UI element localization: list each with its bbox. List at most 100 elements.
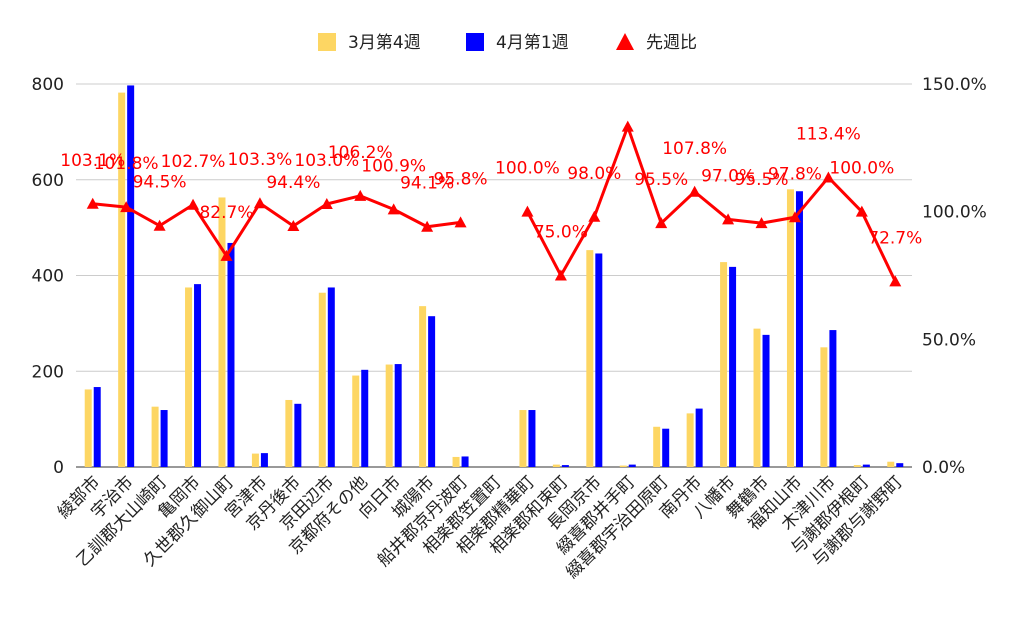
data-label: 94.5% bbox=[133, 173, 187, 193]
y-left-tick-label: 200 bbox=[32, 362, 64, 382]
bar-series-1 bbox=[118, 92, 126, 468]
bar-series-2 bbox=[394, 364, 402, 467]
line-marker-triangle bbox=[822, 171, 835, 183]
y-left-tick-label: 0 bbox=[53, 458, 64, 478]
line-marker-triangle bbox=[889, 275, 902, 287]
line-marker-triangle bbox=[187, 198, 200, 210]
bar-series-2 bbox=[862, 464, 870, 467]
line-marker-triangle bbox=[655, 217, 668, 229]
bar-series-1 bbox=[285, 399, 293, 467]
bar-series-1 bbox=[786, 189, 794, 467]
data-label: 72.7% bbox=[868, 228, 922, 248]
data-label: 106.2% bbox=[328, 143, 393, 163]
bar-series-2 bbox=[428, 316, 436, 467]
bar-series-2 bbox=[762, 334, 770, 467]
bar-series-1 bbox=[720, 262, 728, 467]
bar-series-2 bbox=[628, 464, 636, 467]
legend-label: 先週比 bbox=[646, 33, 697, 53]
bar-series-1 bbox=[251, 453, 259, 467]
bar-series-2 bbox=[795, 191, 803, 468]
bar-series-1 bbox=[385, 364, 393, 467]
bar-series-1 bbox=[84, 389, 92, 467]
bar-series-2 bbox=[595, 253, 603, 467]
line-marker-triangle bbox=[788, 211, 801, 223]
legend-marker-triangle bbox=[616, 33, 634, 50]
bar-series-2 bbox=[829, 330, 837, 467]
line-marker-triangle bbox=[722, 213, 735, 225]
bar-series-1 bbox=[887, 461, 895, 467]
data-label: 98.0% bbox=[567, 164, 621, 184]
line-marker-triangle bbox=[521, 205, 534, 217]
bar-series-2 bbox=[662, 428, 670, 467]
line-marker-triangle bbox=[454, 216, 467, 228]
legend-label: 3月第4週 bbox=[348, 33, 421, 53]
line-marker-triangle bbox=[421, 220, 434, 232]
bar-series-1 bbox=[686, 413, 694, 467]
bar-series-1 bbox=[853, 465, 861, 467]
legend-swatch bbox=[318, 33, 336, 51]
bar-series-2 bbox=[127, 85, 135, 467]
bar-series-1 bbox=[552, 464, 560, 467]
data-label: 97.0% bbox=[701, 166, 755, 186]
line-marker-triangle bbox=[387, 203, 400, 215]
bar-series-2 bbox=[327, 287, 335, 467]
bar-series-1 bbox=[318, 292, 326, 467]
data-label: 94.1% bbox=[400, 174, 454, 194]
data-label: 107.8% bbox=[662, 139, 727, 159]
bar-series-2 bbox=[729, 266, 737, 467]
line-marker-triangle bbox=[320, 198, 333, 210]
line-marker-triangle bbox=[153, 219, 166, 231]
data-label: 103.0% bbox=[294, 151, 359, 171]
bar-series-2 bbox=[227, 242, 235, 467]
data-label: 102.7% bbox=[161, 152, 226, 172]
line-marker-triangle bbox=[220, 249, 233, 261]
bar-series-2 bbox=[695, 408, 703, 467]
bar-series-2 bbox=[260, 453, 268, 467]
bar-series-2 bbox=[561, 465, 569, 467]
data-label: 94.4% bbox=[266, 173, 320, 193]
y-right-tick-label: 150.0% bbox=[922, 75, 987, 95]
y-right-tick-label: 50.0% bbox=[922, 330, 976, 350]
y-left-tick-label: 800 bbox=[32, 75, 64, 95]
bar-series-2 bbox=[93, 387, 101, 467]
data-label: 95.8% bbox=[434, 169, 488, 189]
bar-series-1 bbox=[519, 410, 527, 467]
data-label: 113.4% bbox=[796, 124, 861, 144]
data-label: 95.5% bbox=[634, 170, 688, 190]
line-marker-triangle bbox=[287, 219, 300, 231]
bar-series-1 bbox=[586, 250, 594, 467]
bar-series-2 bbox=[160, 410, 168, 467]
data-label: 103.1% bbox=[60, 151, 125, 171]
line-marker-triangle bbox=[688, 185, 701, 197]
data-label: 100.9% bbox=[361, 156, 426, 176]
line-marker-triangle bbox=[621, 120, 634, 132]
bar-series-1 bbox=[352, 375, 360, 467]
bar-series-1 bbox=[820, 347, 828, 467]
y-right-tick-label: 100.0% bbox=[922, 203, 987, 223]
line-marker-triangle bbox=[86, 197, 99, 209]
line-marker-triangle bbox=[755, 217, 768, 229]
y-right-tick-label: 0.0% bbox=[922, 458, 965, 478]
bar-series-2 bbox=[528, 410, 536, 467]
data-label: 100.0% bbox=[495, 159, 560, 179]
line-series-segment bbox=[526, 125, 897, 283]
bar-series-1 bbox=[419, 306, 427, 467]
legend-swatch bbox=[466, 33, 484, 51]
data-label: 103.3% bbox=[228, 150, 293, 170]
data-label: 100.0% bbox=[829, 159, 894, 179]
data-label: 95.5% bbox=[735, 170, 789, 190]
bar-series-2 bbox=[361, 369, 369, 467]
data-label: 75.0% bbox=[534, 223, 588, 243]
bar-series-1 bbox=[619, 465, 627, 467]
y-left-tick-label: 600 bbox=[32, 171, 64, 191]
line-series-segment bbox=[92, 194, 461, 258]
line-marker-triangle bbox=[253, 197, 266, 209]
bar-series-1 bbox=[753, 328, 761, 467]
y-left-tick-label: 400 bbox=[32, 267, 64, 287]
bar-series-1 bbox=[151, 406, 159, 467]
data-label: 82.7% bbox=[199, 203, 253, 223]
bar-series-1 bbox=[185, 287, 193, 467]
bar-series-1 bbox=[218, 197, 226, 467]
